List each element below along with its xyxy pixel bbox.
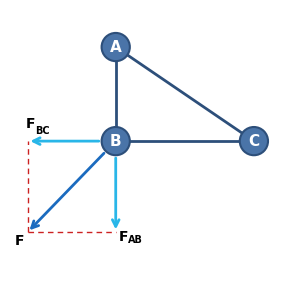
Text: B: B (110, 133, 121, 149)
Text: F: F (26, 117, 36, 131)
Text: F: F (15, 234, 24, 248)
Text: C: C (248, 133, 259, 149)
Text: BC: BC (35, 126, 50, 136)
Text: F: F (119, 230, 129, 244)
Text: AB: AB (128, 235, 143, 245)
Circle shape (101, 127, 130, 155)
Circle shape (101, 33, 130, 61)
Text: A: A (110, 39, 122, 55)
Circle shape (240, 127, 268, 155)
